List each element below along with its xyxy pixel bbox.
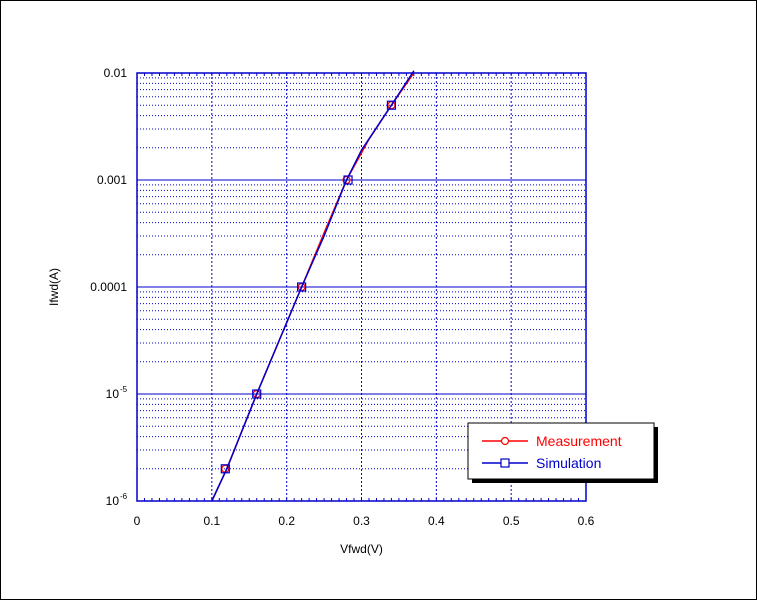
x-tick-label: 0.1 <box>203 514 220 528</box>
series-line-simulation <box>211 70 415 502</box>
data-point-simulation <box>252 389 262 399</box>
x-tick-label: 0.6 <box>578 514 595 528</box>
y-tick-label: 10 <box>106 387 120 401</box>
data-point-simulation <box>386 100 397 110</box>
data-point-simulation <box>297 282 307 292</box>
y-tick-label: 10 <box>106 494 120 508</box>
y-tick-label: 0.001 <box>97 173 127 187</box>
y-axis-title: Ifwd(A) <box>47 268 61 306</box>
y-tick-exponent: -6 <box>120 492 128 501</box>
legend-swatch-marker <box>500 458 510 468</box>
y-tick-label: 0.0001 <box>90 280 127 294</box>
x-tick-label: 0.3 <box>353 514 370 528</box>
legend-box <box>467 422 655 480</box>
plot-area-border <box>136 72 587 502</box>
y-tick-label: 0.01 <box>104 66 128 80</box>
legend-label: Measurement <box>536 433 622 449</box>
data-point-simulation <box>343 175 353 185</box>
series-layer <box>211 70 415 502</box>
x-tick-label: 0 <box>134 514 141 528</box>
legend-item-simulation: Simulation <box>482 455 601 471</box>
legend-item-measurement: Measurement <box>482 433 622 449</box>
legend-swatch-marker <box>500 436 510 446</box>
x-tick-label: 0.4 <box>428 514 445 528</box>
legend: Measurement Simulation <box>467 422 658 483</box>
x-axis-title: Vfwd(V) <box>340 542 383 556</box>
legend-label: Simulation <box>536 455 601 471</box>
x-tick-label: 0.5 <box>503 514 520 528</box>
data-point-simulation <box>220 464 230 474</box>
x-tick-label: 0.2 <box>278 514 295 528</box>
y-tick-exponent: -5 <box>120 385 128 394</box>
